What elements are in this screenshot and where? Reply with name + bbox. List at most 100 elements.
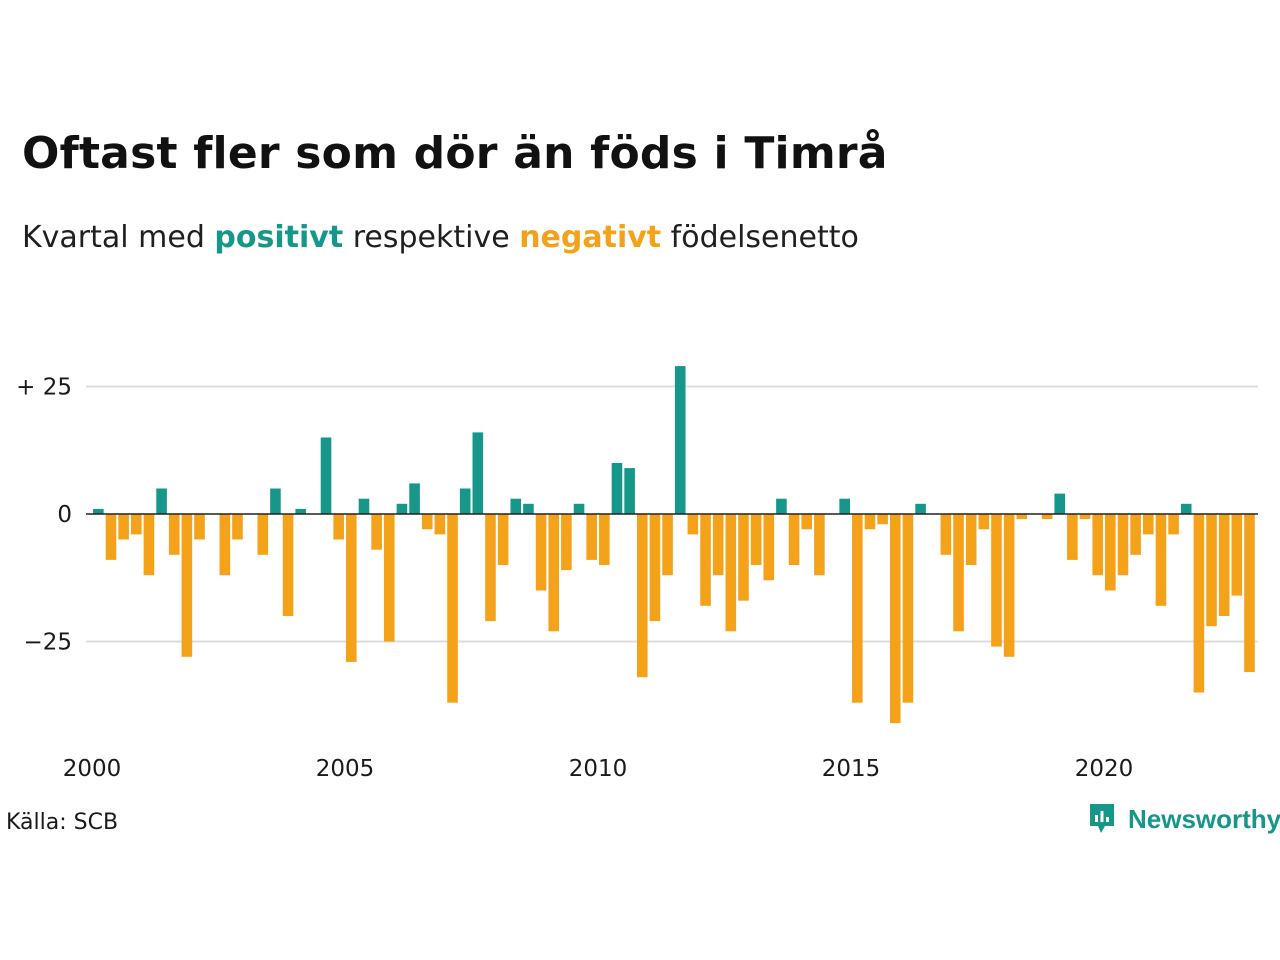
negative-bar: [1079, 514, 1091, 520]
subtitle-before: Kvartal med: [22, 220, 215, 255]
subtitle-positive: positivt: [214, 220, 344, 255]
negative-bar: [257, 514, 269, 555]
negative-bar: [1244, 514, 1255, 673]
newsworthy-logo-icon: [1090, 804, 1114, 833]
positive-bar: [839, 498, 850, 514]
negative-bar: [599, 514, 610, 565]
negative-bar: [143, 514, 155, 576]
negative-bar: [877, 514, 888, 525]
negative-bar: [763, 514, 775, 581]
negative-bar: [434, 514, 446, 535]
subtitle-negative: negativt: [519, 220, 662, 255]
negative-bar: [1041, 514, 1053, 520]
negative-bar: [801, 514, 813, 530]
negative-bar: [750, 514, 762, 565]
negative-bar: [738, 514, 749, 601]
negative-bar: [1218, 514, 1230, 616]
positive-bar: [295, 508, 307, 514]
negative-bar: [1142, 514, 1154, 535]
negative-bar: [1092, 514, 1103, 576]
negative-bar: [181, 514, 193, 657]
negative-bar: [1003, 514, 1015, 657]
negative-bar: [636, 514, 648, 678]
negative-bar: [421, 514, 433, 530]
subtitle-after: födelsenetto: [661, 220, 859, 255]
negative-bar: [700, 514, 711, 606]
negative-bar: [1231, 514, 1243, 596]
positive-bar: [1054, 493, 1066, 514]
negative-bar: [282, 514, 294, 616]
positive-bar: [510, 498, 522, 514]
x-tick-label: 2020: [1075, 756, 1134, 782]
negative-bar: [1016, 514, 1028, 520]
negative-bar: [965, 514, 977, 565]
negative-bar: [232, 514, 243, 540]
negative-bar: [548, 514, 560, 632]
negative-bar: [649, 514, 661, 622]
brand-name: Newsworthy: [1128, 803, 1280, 834]
positive-bar: [523, 503, 534, 514]
negative-bar: [333, 514, 344, 540]
negative-bar: [889, 514, 901, 724]
negative-bar: [219, 514, 231, 576]
positive-bar: [270, 488, 281, 514]
positive-bar: [93, 508, 104, 514]
positive-bar: [674, 366, 686, 514]
negative-bar: [586, 514, 597, 560]
x-tick-label: 2010: [569, 756, 628, 782]
negative-bar: [712, 514, 724, 576]
positive-bar: [611, 463, 623, 514]
positive-bar: [459, 488, 471, 514]
y-tick-label: −25: [23, 630, 72, 656]
negative-bar: [978, 514, 990, 530]
chart-subtitle: Kvartal med positivt respektive negativt…: [22, 220, 859, 255]
negative-bar: [497, 514, 509, 565]
x-tick-label: 2015: [822, 756, 881, 782]
negative-bar: [118, 514, 129, 540]
negative-bar: [953, 514, 964, 632]
negative-bar: [991, 514, 1002, 647]
subtitle-middle: respektive: [343, 220, 520, 255]
positive-bar: [396, 503, 408, 514]
negative-bar: [535, 514, 547, 591]
negative-bar: [1193, 514, 1205, 693]
negative-bar: [194, 514, 205, 540]
chart-title: Oftast fler som dör än föds i Timrå: [22, 128, 888, 179]
negative-bar: [1206, 514, 1217, 627]
negative-bar: [346, 514, 357, 662]
positive-bar: [624, 468, 635, 514]
positive-bar: [573, 503, 585, 514]
brand-logo: Newsworthy: [1088, 802, 1280, 836]
positive-bar: [776, 498, 787, 514]
negative-bar: [662, 514, 673, 576]
negative-bar: [168, 514, 180, 555]
negative-bar: [940, 514, 952, 555]
negative-bar: [864, 514, 876, 530]
negative-bar: [725, 514, 737, 632]
negative-bar: [1155, 514, 1167, 606]
negative-bar: [105, 514, 117, 560]
x-tick-label: 2005: [316, 756, 375, 782]
x-tick-label: 2000: [63, 756, 122, 782]
negative-bar: [852, 514, 863, 703]
negative-bar: [902, 514, 914, 703]
positive-bar: [156, 488, 167, 514]
positive-bar: [358, 498, 370, 514]
positive-bar: [472, 432, 484, 514]
negative-bar: [561, 514, 572, 571]
negative-bar: [447, 514, 458, 703]
negative-bar: [485, 514, 496, 622]
positive-bar: [409, 483, 420, 514]
negative-bar: [788, 514, 800, 565]
negative-bar: [1130, 514, 1141, 555]
negative-bar: [1067, 514, 1078, 560]
negative-bar: [383, 514, 395, 642]
negative-bar: [814, 514, 825, 576]
negative-bar: [687, 514, 699, 535]
source-note: Källa: SCB: [6, 810, 119, 835]
y-tick-label: + 25: [16, 375, 72, 401]
positive-bar: [320, 437, 332, 514]
negative-bar: [130, 514, 142, 535]
